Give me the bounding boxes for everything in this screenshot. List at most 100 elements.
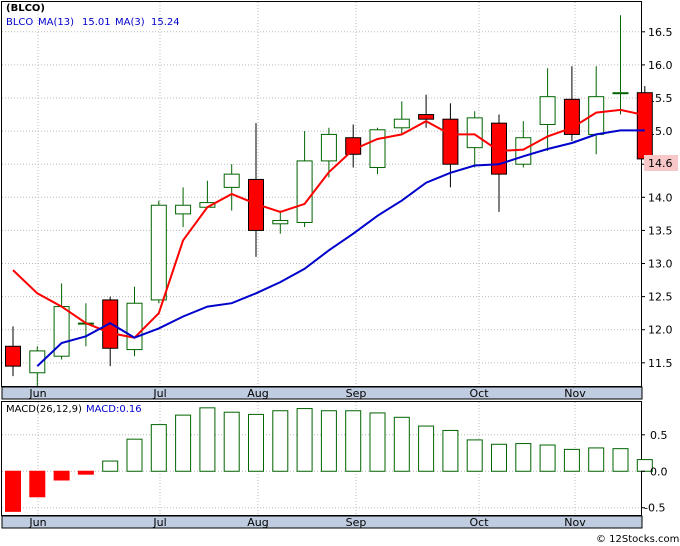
macd-y-tick-label: 0.5 bbox=[650, 429, 668, 442]
macd-bar-positive bbox=[491, 443, 507, 472]
price-y-tick-label: 14.0 bbox=[648, 191, 673, 204]
macd-y-tick-label: 0.0 bbox=[650, 465, 668, 478]
candle bbox=[272, 210, 289, 234]
macd-bar-negative bbox=[53, 470, 70, 481]
candle-body-down bbox=[418, 114, 435, 120]
candle-body-down bbox=[5, 345, 21, 367]
candle-body-up bbox=[126, 302, 143, 351]
macd-bar-positive bbox=[272, 410, 289, 472]
candle-body-down bbox=[345, 137, 362, 155]
candle-body-up bbox=[320, 133, 337, 162]
price-x-label: Sep bbox=[346, 387, 367, 400]
macd-bar-negative bbox=[29, 470, 46, 498]
macd-bar-positive bbox=[563, 448, 580, 472]
candle bbox=[393, 101, 410, 135]
macd-bar-positive bbox=[345, 410, 362, 472]
macd-legend-label: MACD(26,12,9) bbox=[6, 404, 82, 415]
price-x-label: Nov bbox=[564, 387, 586, 400]
candle bbox=[150, 200, 167, 304]
price-y-tick-label: 16.0 bbox=[648, 59, 673, 72]
candle bbox=[223, 164, 240, 211]
macd-bar-positive bbox=[296, 408, 313, 472]
macd-x-label: Jul bbox=[152, 516, 166, 529]
candle bbox=[320, 127, 337, 178]
price-y-tick-label: 12.0 bbox=[648, 324, 673, 337]
candle-body-down bbox=[491, 122, 507, 175]
price-y-tick-label: 15.0 bbox=[648, 125, 673, 138]
candle-body-up bbox=[223, 173, 240, 188]
ma13-line bbox=[36, 129, 645, 367]
candle-body-up bbox=[393, 118, 410, 129]
macd-legend-value: MACD:0.16 bbox=[86, 404, 142, 415]
price-y-tick-label: 13.0 bbox=[648, 258, 673, 271]
candle bbox=[126, 286, 143, 357]
legend-ma3-label: MA(3) bbox=[115, 17, 145, 28]
candle-body-up bbox=[515, 137, 532, 165]
candle-body-up bbox=[466, 117, 483, 149]
macd-bars bbox=[5, 407, 653, 512]
legend-ma13-value: 15.01 bbox=[82, 17, 111, 28]
candle bbox=[29, 346, 46, 386]
current-price-tag-bg bbox=[644, 155, 678, 171]
macd-bar-positive bbox=[102, 460, 119, 472]
macd-y-tick-label: -0.5 bbox=[644, 502, 665, 515]
legend-ma13-label: MA(13) bbox=[38, 17, 74, 28]
macd-bar-positive bbox=[150, 424, 167, 472]
price-y-tick-label: 11.5 bbox=[648, 357, 673, 370]
price-x-labels: Jun Jul Aug Sep Oct Nov bbox=[28, 387, 586, 400]
candle bbox=[175, 187, 192, 228]
candle bbox=[5, 326, 21, 377]
legend-symbol: BLCO bbox=[6, 17, 33, 28]
price-x-label: Oct bbox=[469, 387, 489, 400]
macd-bar-negative bbox=[77, 470, 94, 475]
macd-bar-positive bbox=[320, 410, 337, 472]
price-y-tick-label: 12.5 bbox=[648, 291, 673, 304]
candle-body-down bbox=[442, 118, 459, 165]
macd-x-label: Nov bbox=[564, 516, 586, 529]
macd-bar-positive bbox=[418, 425, 435, 472]
moving-average-lines bbox=[12, 108, 646, 367]
candle bbox=[466, 111, 483, 168]
candle-body-down bbox=[636, 92, 653, 160]
macd-bar-positive bbox=[442, 429, 459, 472]
candle-body-up bbox=[296, 160, 313, 223]
macd-x-label: Oct bbox=[469, 516, 489, 529]
macd-bar-positive bbox=[126, 438, 143, 472]
price-x-label: Aug bbox=[247, 387, 268, 400]
macd-bar-positive bbox=[223, 411, 240, 472]
macd-bar-positive bbox=[612, 448, 629, 472]
candle-body-up bbox=[29, 350, 46, 374]
current-price-tag: 14.6 bbox=[648, 157, 673, 170]
candle bbox=[588, 66, 605, 155]
price-y-ticks: 11.512.012.513.013.514.014.515.015.516.0… bbox=[641, 26, 673, 370]
macd-bar-positive bbox=[393, 416, 410, 472]
macd-bar-positive bbox=[515, 443, 532, 472]
ma3-line bbox=[12, 108, 646, 339]
macd-x-label: Jun bbox=[28, 516, 46, 529]
macd-bar-positive bbox=[466, 439, 483, 472]
price-y-tick-label: 15.5 bbox=[648, 92, 673, 105]
macd-y-ticks: -0.5 0.0 0.5 bbox=[641, 429, 668, 515]
legend-ma3-value: 15.24 bbox=[151, 17, 180, 28]
macd-bar-positive bbox=[248, 413, 264, 472]
macd-bar-positive bbox=[588, 447, 605, 472]
macd-bar-positive bbox=[539, 444, 556, 472]
chart-title: (BLCO) bbox=[6, 3, 45, 14]
macd-bar-positive bbox=[369, 412, 386, 472]
price-x-label: Jul bbox=[152, 387, 166, 400]
candle-body-up bbox=[150, 204, 167, 301]
candle-body-up bbox=[369, 129, 386, 169]
candle bbox=[612, 15, 629, 115]
price-xaxis-bar bbox=[1, 386, 643, 400]
price-y-tick-label: 13.5 bbox=[648, 224, 673, 237]
watermark: © 12Stocks.com bbox=[596, 534, 679, 545]
price-x-label: Jun bbox=[28, 387, 46, 400]
macd-x-label: Aug bbox=[247, 516, 268, 529]
price-y-tick-label: 16.5 bbox=[648, 26, 673, 39]
candle-body-up bbox=[612, 92, 629, 95]
candle-body-up bbox=[272, 219, 289, 225]
macd-bar-negative bbox=[5, 470, 21, 512]
macd-bar-positive bbox=[175, 414, 192, 472]
